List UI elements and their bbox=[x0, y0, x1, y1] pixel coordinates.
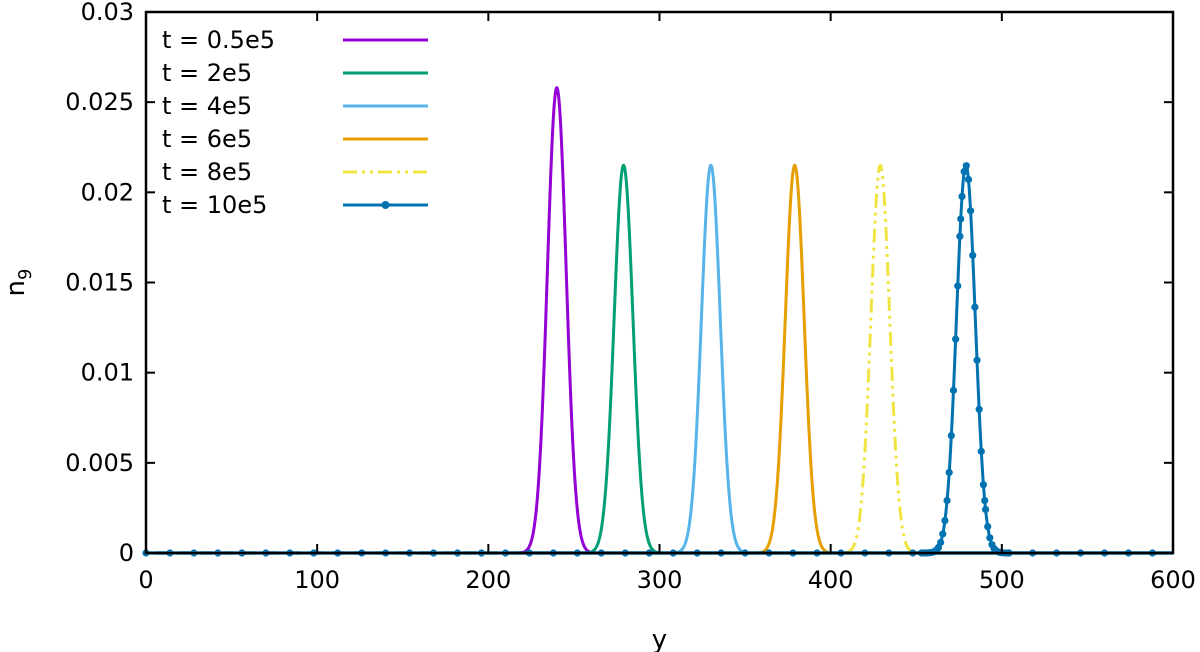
series-point bbox=[986, 534, 994, 542]
series-layer bbox=[142, 86, 1173, 557]
y-axis-title: n9 bbox=[1, 269, 36, 297]
plot-frame bbox=[144, 10, 1175, 555]
legend-point bbox=[381, 201, 390, 209]
series-point bbox=[943, 496, 951, 505]
series-point bbox=[979, 481, 988, 489]
x-axis-title: y bbox=[652, 625, 667, 652]
legend-label: t = 6e5 bbox=[162, 125, 252, 153]
series-point bbox=[949, 386, 958, 394]
x-tick-label: 300 bbox=[637, 566, 683, 594]
legend-item: t = 2e5 bbox=[162, 59, 428, 87]
series-point bbox=[984, 523, 992, 531]
legend-item: t = 6e5 bbox=[162, 125, 428, 153]
series-point bbox=[952, 335, 960, 343]
series-line bbox=[146, 163, 1173, 555]
series-t-0.5e5 bbox=[146, 86, 1173, 555]
series-point bbox=[941, 516, 949, 525]
x-tick-label: 200 bbox=[465, 566, 511, 594]
series-t-4e5 bbox=[146, 163, 1173, 555]
x-tick-label: 0 bbox=[138, 566, 153, 594]
series-point bbox=[960, 168, 968, 176]
series-line bbox=[146, 163, 1173, 555]
series-point bbox=[954, 282, 962, 290]
series-point bbox=[945, 468, 953, 477]
legend-label: t = 0.5e5 bbox=[162, 26, 275, 54]
series-point bbox=[975, 405, 983, 413]
x-tick-label: 500 bbox=[979, 566, 1025, 594]
legend-item: t = 8e5 bbox=[162, 158, 428, 186]
legend: t = 0.5e5 t = 2e5 t = 4e5 t = 6e5 t = 8e5 t =… bbox=[162, 26, 428, 219]
series-point bbox=[939, 530, 947, 538]
series-point bbox=[973, 356, 981, 364]
series-point bbox=[977, 447, 985, 455]
legend-item: t = 10e5 bbox=[162, 191, 428, 219]
series-point bbox=[971, 303, 979, 311]
series-point bbox=[958, 192, 966, 201]
legend-item: t = 0.5e5 bbox=[162, 26, 428, 54]
series-line bbox=[146, 86, 1173, 555]
series-point bbox=[957, 215, 965, 223]
y-axis-title-subscript: 9 bbox=[15, 269, 36, 280]
legend-label: t = 8e5 bbox=[162, 158, 252, 186]
legend-label: t = 10e5 bbox=[162, 191, 267, 219]
series-t-6e5 bbox=[146, 163, 1173, 555]
y-axis-title-main: n bbox=[1, 280, 31, 296]
series-point bbox=[947, 431, 955, 440]
x-tick-label: 400 bbox=[808, 566, 854, 594]
y-tick-label: 0 bbox=[119, 539, 134, 567]
tick-layer: 0 100 200 300 400 500 600 0 0.005 0.01 0.015 0.02 0.… bbox=[65, 0, 1196, 594]
series-t-10e5 bbox=[142, 162, 1173, 557]
x-tick-label: 100 bbox=[294, 566, 340, 594]
y-tick-label: 0.025 bbox=[65, 88, 134, 116]
y-tick-label: 0.01 bbox=[81, 359, 134, 387]
series-t-2e5 bbox=[146, 163, 1173, 555]
series-point bbox=[937, 538, 945, 546]
y-axis-title-text: n9 bbox=[1, 269, 36, 297]
series-point bbox=[962, 162, 970, 170]
series-line bbox=[146, 163, 1173, 555]
series-point bbox=[966, 207, 975, 215]
series-line bbox=[146, 163, 1173, 555]
series-line bbox=[146, 163, 1173, 555]
y-tick-label: 0.005 bbox=[65, 449, 134, 477]
series-point bbox=[981, 496, 989, 505]
y-tick-label: 0.015 bbox=[65, 269, 134, 297]
series-t-8e5 bbox=[146, 163, 1173, 555]
legend-label: t = 2e5 bbox=[162, 59, 252, 87]
y-tick-label: 0.03 bbox=[81, 0, 134, 26]
x-tick-label: 600 bbox=[1150, 566, 1196, 594]
series-point bbox=[969, 251, 977, 259]
series-point bbox=[964, 175, 973, 184]
series-point bbox=[981, 505, 990, 514]
series-point bbox=[956, 232, 964, 240]
y-tick-label: 0.02 bbox=[81, 178, 134, 206]
legend-item: t = 4e5 bbox=[162, 92, 428, 120]
legend-label: t = 4e5 bbox=[162, 92, 252, 120]
